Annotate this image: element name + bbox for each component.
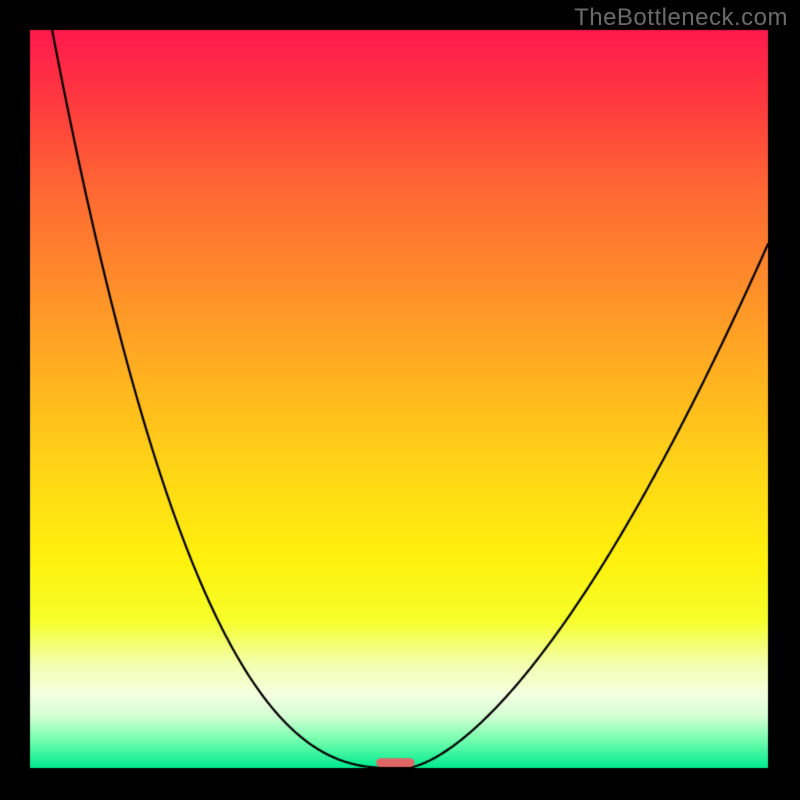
bottleneck-chart (0, 0, 800, 800)
watermark-text: TheBottleneck.com (574, 4, 788, 32)
chart-container: { "meta": { "watermark": "TheBottleneck.… (0, 0, 800, 800)
